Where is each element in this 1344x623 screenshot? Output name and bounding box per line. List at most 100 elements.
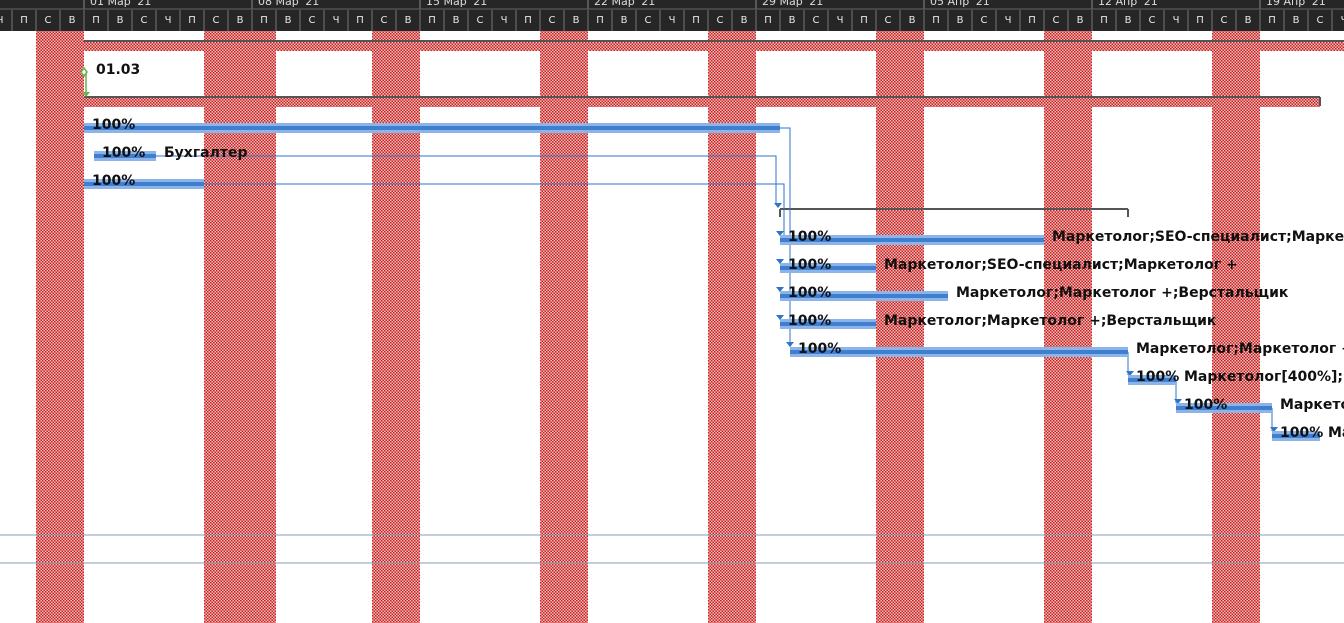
resource-label: Маркетолог[400%]; [1184, 369, 1343, 385]
day-label: Ч [1341, 15, 1344, 26]
percent-label: 100% [102, 145, 145, 161]
day-label: Ч [165, 15, 172, 26]
milestone-arrow [82, 92, 90, 97]
day-label: П [428, 15, 436, 26]
day-label: П [1196, 15, 1204, 26]
day-label: В [405, 15, 412, 26]
day-label: С [885, 15, 892, 26]
day-label: В [957, 15, 964, 26]
week-label: 29 Мар '21 [762, 0, 823, 8]
percent-label: 100% [788, 313, 831, 329]
day-label: Ч [501, 15, 508, 26]
day-label: В [453, 15, 460, 26]
day-label: П [356, 15, 364, 26]
nonworking-time [204, 31, 252, 623]
link-arrow [776, 315, 784, 320]
progress-bar [84, 126, 780, 130]
week-label: 12 Апр '21 [1098, 0, 1158, 8]
link-arrow [776, 231, 784, 236]
day-label: В [789, 15, 796, 26]
day-label: С [381, 15, 388, 26]
day-label: В [741, 15, 748, 26]
day-label: Ч [669, 15, 676, 26]
day-label: Ч [333, 15, 340, 26]
progress-bar [780, 294, 948, 298]
day-label: П [596, 15, 604, 26]
link-arrow [1126, 371, 1134, 376]
percent-label: 100% [1184, 397, 1227, 413]
day-label: Ч [1005, 15, 1012, 26]
day-label: П [932, 15, 940, 26]
resource-label: Маркетолог;Маркетолог + [1136, 341, 1344, 357]
week-label: 19 Апр '21 [1266, 0, 1326, 8]
resource-label: Маркетолог;Маркетолог +;Верстальщик [884, 313, 1217, 329]
summary-bar [84, 41, 1344, 51]
resource-label: Маркетолог;Маркетолог +;Верстальщик [956, 285, 1289, 301]
progress-bar [780, 266, 876, 270]
nonworking-time [1044, 31, 1092, 623]
progress-bar [1272, 434, 1320, 438]
percent-label: 100% [92, 117, 135, 133]
day-label: П [1100, 15, 1108, 26]
progress-bar [780, 238, 1044, 242]
dependency-link [156, 155, 777, 205]
link-arrow [774, 203, 782, 208]
nonworking-time [708, 31, 756, 623]
day-label: С [213, 15, 220, 26]
day-label: С [717, 15, 724, 26]
day-label: В [1125, 15, 1132, 26]
nonworking-time [540, 31, 588, 623]
nonworking-time [876, 31, 924, 623]
week-label: 08 Мар '21 [258, 0, 319, 8]
nonworking-time [372, 31, 420, 623]
progress-bar [84, 182, 204, 186]
day-label: П [20, 15, 28, 26]
day-label: В [909, 15, 916, 26]
day-label: В [237, 15, 244, 26]
summary-bar [84, 97, 1320, 107]
day-label: В [1293, 15, 1300, 26]
day-label: С [477, 15, 484, 26]
milestone [80, 66, 88, 78]
day-label: С [981, 15, 988, 26]
resource-label: Маркетолог [1328, 425, 1344, 441]
day-label: П [1028, 15, 1036, 26]
percent-label: 100% [92, 173, 135, 189]
day-label: С [813, 15, 820, 26]
resource-label: Маркетолог;SEO-специалист;Маркетолог + [884, 257, 1238, 273]
progress-bar [1128, 378, 1176, 382]
day-label: П [692, 15, 700, 26]
day-label: В [1077, 15, 1084, 26]
percent-label: 100% [1280, 425, 1323, 441]
day-label: Ч [0, 15, 3, 26]
day-label: С [45, 15, 52, 26]
day-label: В [285, 15, 292, 26]
day-label: П [860, 15, 868, 26]
resource-label: Маркетолог [1280, 397, 1344, 413]
week-label: 05 Апр '21 [930, 0, 990, 8]
day-label: П [764, 15, 772, 26]
summary-bracket [779, 208, 1129, 217]
day-label: Ч [1173, 15, 1180, 26]
day-label: В [69, 15, 76, 26]
link-arrow [786, 342, 794, 347]
link-arrow [776, 259, 784, 264]
percent-label: 100% [788, 257, 831, 273]
link-arrow [1174, 399, 1182, 404]
dependency-link [780, 127, 791, 347]
day-label: П [260, 15, 268, 26]
timescale-header [0, 0, 1344, 31]
link-arrow [1270, 427, 1278, 432]
nonworking-time [36, 31, 84, 623]
week-label: 15 Мар '21 [426, 0, 487, 8]
day-label: П [92, 15, 100, 26]
percent-label: 100% [788, 285, 831, 301]
day-label: В [573, 15, 580, 26]
week-label: 22 Мар '21 [594, 0, 655, 8]
day-label: С [1317, 15, 1324, 26]
nonworking-time [252, 31, 276, 623]
progress-bar [1176, 406, 1272, 410]
day-label: В [1245, 15, 1252, 26]
dependency-link [204, 183, 785, 236]
